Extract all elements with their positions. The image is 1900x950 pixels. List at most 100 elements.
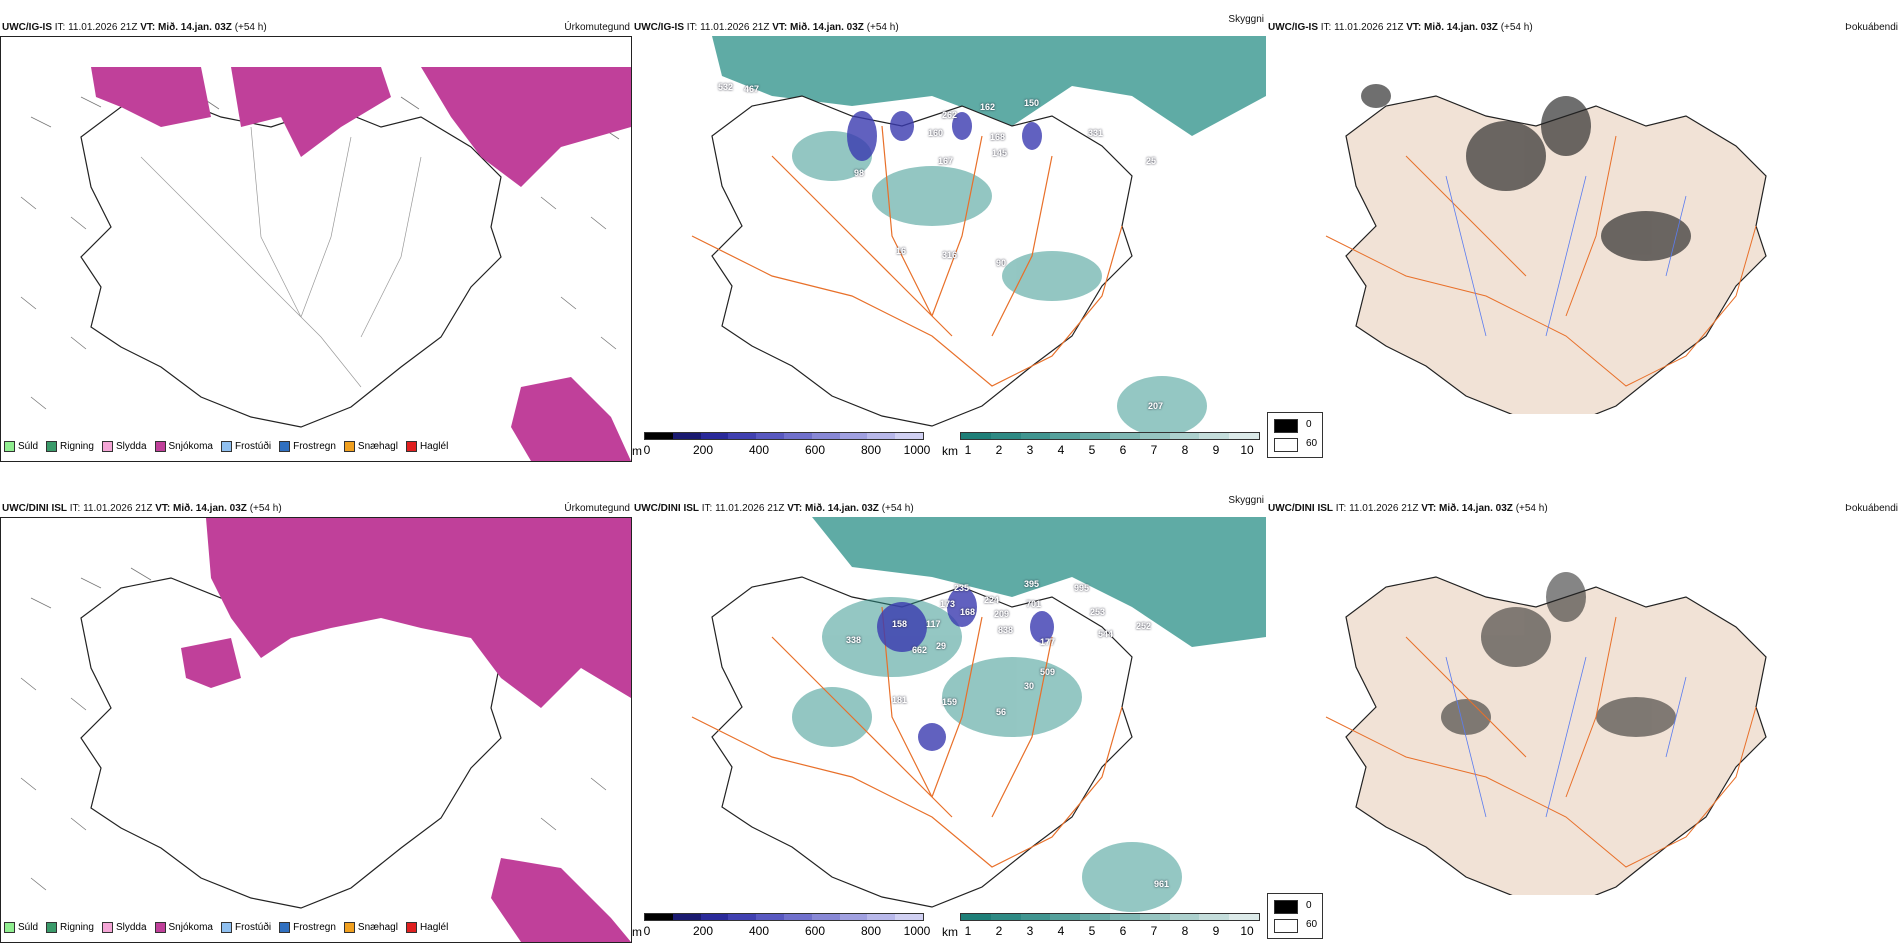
elevation-label: 167	[938, 156, 954, 166]
panel-label: Úrkomutegund	[564, 503, 630, 514]
legend-item: Frostregn	[279, 922, 336, 933]
precip-map[interactable]	[0, 36, 632, 462]
rivers	[1445, 656, 1687, 818]
cloudbase-tick: 1000	[903, 924, 931, 938]
precip-legend: Súld Rigning Slydda Snjókoma Frostúði Fr…	[4, 441, 448, 452]
elevation-label: 224	[984, 595, 1000, 605]
visibility-tick: 9	[1212, 443, 1220, 457]
legend-swatch	[279, 922, 291, 933]
elevation-label: 168	[990, 132, 1006, 142]
visibility-unit: km	[942, 444, 958, 458]
elevation-label: 16	[896, 246, 907, 256]
roads	[691, 606, 1123, 868]
top-cloud-panel: UWC/IG-IS IT: 11.01.2026 21Z VT: Mið. 14…	[632, 14, 1266, 462]
cloudbase-tick: 0	[643, 443, 651, 457]
legend-swatch	[343, 922, 355, 933]
cloudbase-cell	[895, 433, 923, 439]
elevation-label: 158	[892, 619, 908, 629]
visibility-tick: 2	[995, 443, 1003, 457]
cloudbase-tick: 800	[860, 924, 882, 938]
visibility-cell	[1050, 914, 1081, 920]
iceland-outline	[80, 96, 502, 428]
panel-header: UWC/DINI ISL IT: 11.01.2026 21Z VT: Mið.…	[634, 503, 914, 514]
roads	[140, 126, 422, 388]
rivers	[1445, 175, 1687, 337]
fog-legend: 0 60	[1267, 412, 1323, 458]
fog-dark-areas	[1441, 572, 1676, 737]
legend-item: Snæhagl	[343, 922, 398, 933]
elevation-label: 338	[846, 635, 862, 645]
legend-item: Rigning	[46, 922, 94, 933]
panel-label: Þokuábendi	[1845, 22, 1898, 33]
cloudbase-tick: 400	[748, 443, 770, 457]
legend-swatch	[101, 922, 113, 933]
elevation-label: 181	[892, 695, 908, 705]
visibility-tick: 5	[1088, 924, 1096, 938]
elevation-label: 98	[854, 168, 865, 178]
cloudbase-unit: m	[632, 925, 642, 939]
cloudbase-unit: m	[632, 444, 642, 458]
elevation-label: 168	[960, 607, 976, 617]
cloudbase-cell	[839, 914, 868, 920]
iceland-land	[1345, 95, 1767, 414]
wind-barbs	[20, 567, 607, 891]
visibility-tick: 8	[1181, 924, 1189, 938]
visibility-cell	[1020, 433, 1051, 439]
elevation-label: 207	[1148, 401, 1164, 411]
legend-label: Rigning	[60, 441, 94, 452]
cloud-map[interactable]	[632, 36, 1266, 436]
cloudbase-cell	[756, 914, 784, 920]
legend-swatch	[220, 441, 232, 452]
precip-legend: Súld Rigning Slydda Snjókoma Frostúði Fr…	[4, 922, 448, 933]
elevation-label: 150	[1024, 98, 1040, 108]
visibility-cell	[1050, 433, 1081, 439]
legend-swatch	[46, 441, 58, 452]
elevation-label: 662	[912, 645, 928, 655]
visibility-cell	[1109, 914, 1140, 920]
cloudbase-cell	[672, 433, 701, 439]
cloudbase-colorbar: m 0 200 400 600 800 1000	[632, 432, 932, 460]
legend-label: Snjókoma	[168, 441, 213, 452]
precip-map[interactable]	[0, 517, 632, 943]
legend-item: Frostúði	[220, 922, 271, 933]
visibility-cell	[1169, 433, 1200, 439]
legend-label: Súld	[18, 441, 39, 452]
visibility-cell	[1080, 433, 1110, 439]
cloudbase-cell	[645, 914, 673, 920]
legend-label: Snæhagl	[357, 922, 398, 933]
legend-item: Rigning	[46, 441, 94, 452]
panel-header: UWC/DINI ISL IT: 11.01.2026 21Z VT: Mið.…	[1268, 503, 1548, 514]
elevation-label: 235	[954, 583, 970, 593]
legend-item: Slydda	[101, 441, 147, 452]
visibility-cell	[1199, 914, 1230, 920]
visibility-cell	[961, 433, 991, 439]
visibility-tick: 10	[1240, 443, 1254, 457]
visibility-tick: 6	[1119, 443, 1127, 457]
visibility-tick: 7	[1150, 443, 1158, 457]
panel-header: UWC/IG-IS IT: 11.01.2026 21Z VT: Mið. 14…	[634, 22, 899, 33]
legend-item: Snjókoma	[154, 922, 213, 933]
legend-item: Haglél	[405, 441, 448, 452]
cloud-map-canvas	[691, 36, 1266, 436]
precip-map-canvas	[20, 67, 631, 461]
visibility-tick: 5	[1088, 443, 1096, 457]
elevation-label: 331	[1088, 128, 1104, 138]
cloudbase-areas	[877, 587, 1054, 751]
cloud-map[interactable]	[632, 517, 1266, 913]
fog-map[interactable]	[1266, 517, 1900, 895]
cloudbase-tick: 1000	[903, 443, 931, 457]
visibility-cell	[1109, 433, 1140, 439]
cloudbase-tick: 200	[692, 924, 714, 938]
legend-label: Haglél	[419, 922, 449, 933]
bottom-precip-panel: UWC/DINI ISL IT: 11.01.2026 21Z VT: Mið.…	[0, 495, 632, 943]
visibility-unit: km	[942, 925, 958, 939]
legend-label: Frostregn	[293, 922, 336, 933]
precip-map-canvas	[20, 518, 631, 942]
low-visibility-area	[812, 517, 1266, 647]
visibility-cell	[1080, 914, 1110, 920]
elevation-label: 209	[994, 609, 1010, 619]
elevation-label: 701	[1026, 599, 1042, 609]
visibility-cell	[1199, 433, 1230, 439]
cloudbase-cell	[811, 433, 840, 439]
fog-map[interactable]	[1266, 36, 1900, 414]
